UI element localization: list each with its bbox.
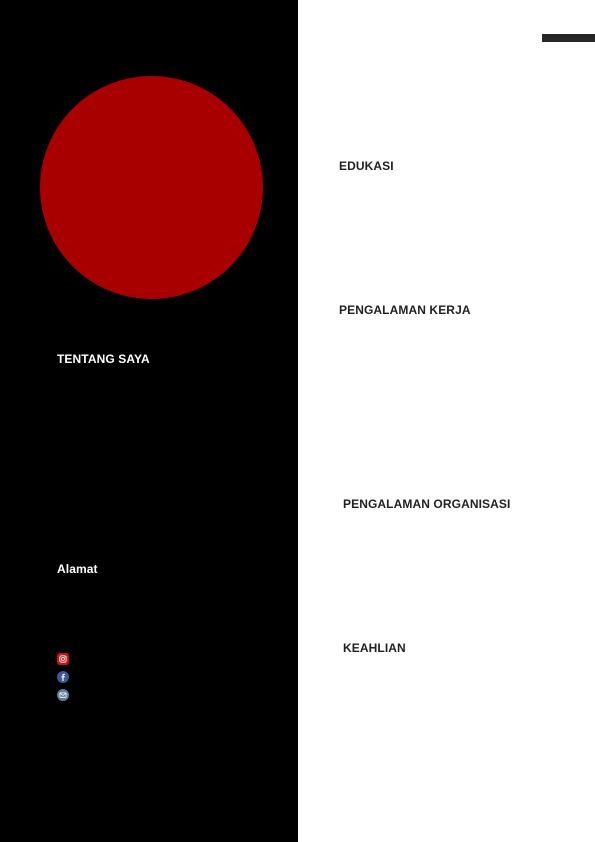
accent-bar <box>542 34 595 42</box>
skills-heading: KEAHLIAN <box>343 641 406 655</box>
profile-photo-placeholder <box>40 76 263 299</box>
facebook-icon[interactable] <box>57 671 69 683</box>
work-experience-heading: PENGALAMAN KERJA <box>339 303 471 317</box>
sidebar: TENTANG SAYA Alamat <box>0 0 298 842</box>
instagram-icon[interactable] <box>57 653 69 665</box>
about-heading: TENTANG SAYA <box>57 352 150 366</box>
organization-experience-heading: PENGALAMAN ORGANISASI <box>343 497 511 511</box>
address-heading: Alamat <box>57 562 98 576</box>
education-heading: EDUKASI <box>339 159 394 173</box>
email-icon[interactable] <box>57 689 69 701</box>
